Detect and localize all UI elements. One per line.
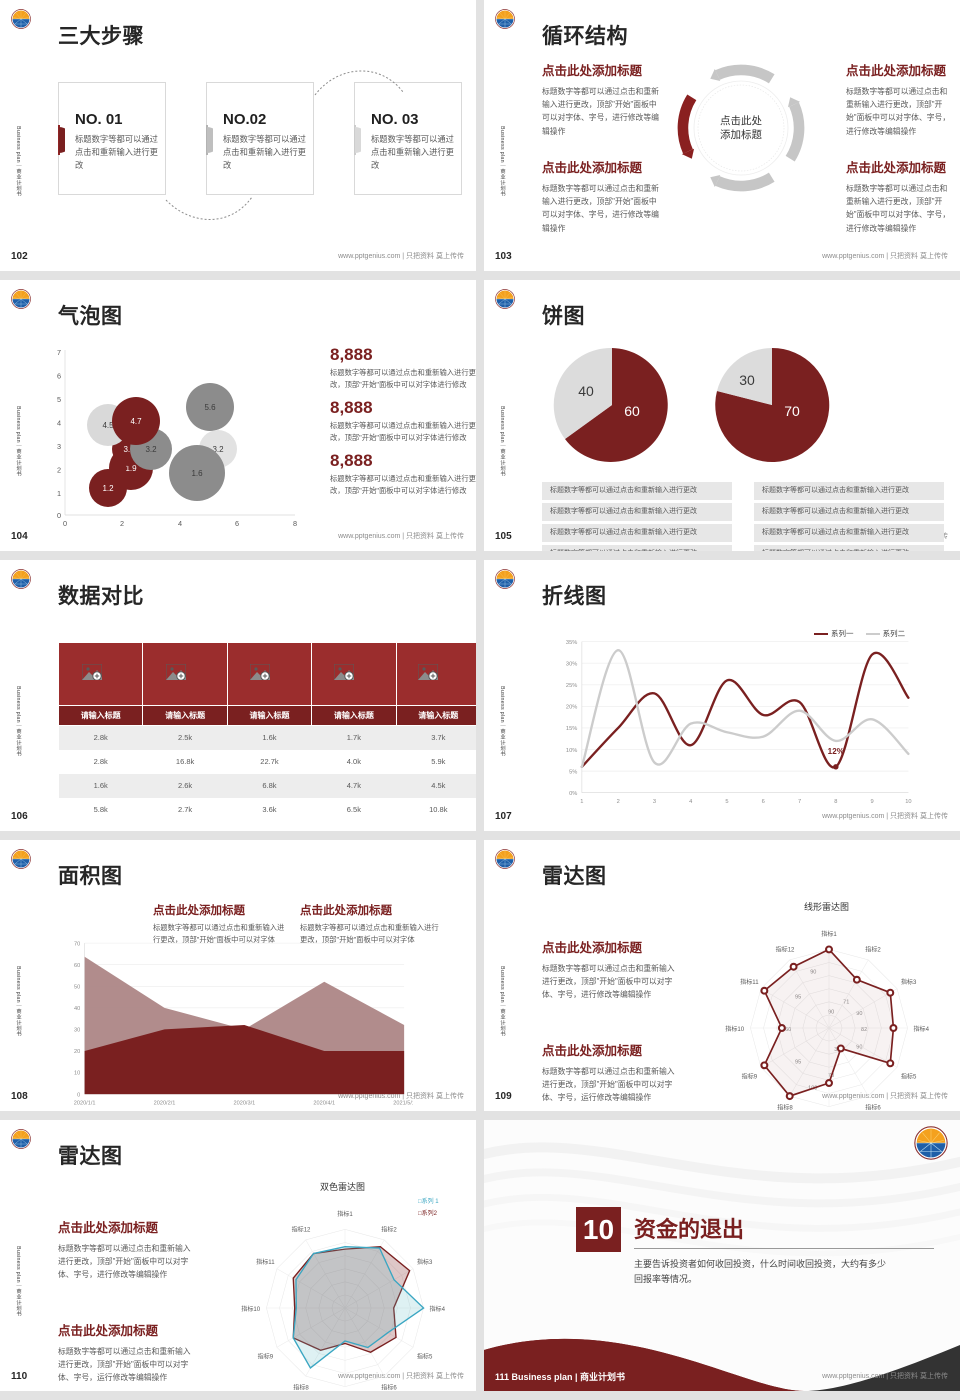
svg-text:1.6: 1.6 [191,469,203,478]
svg-text:4: 4 [689,799,692,805]
svg-text:2021/5/1: 2021/5/1 [393,1101,413,1107]
svg-text:70: 70 [74,941,80,947]
svg-text:指标12: 指标12 [292,1226,311,1234]
svg-text:6: 6 [235,519,239,528]
svg-text:4: 4 [178,519,182,528]
svg-text:指标10: 指标10 [241,1305,260,1313]
svg-text:5%: 5% [569,769,577,775]
svg-text:2: 2 [120,519,124,528]
svg-text:指标8: 指标8 [777,1104,793,1111]
svg-text:30: 30 [74,1028,80,1034]
svg-text:3.2: 3.2 [145,445,157,454]
svg-text:1: 1 [580,799,583,805]
svg-text:2020/1/1: 2020/1/1 [74,1101,96,1107]
svg-text:35%: 35% [566,640,577,646]
svg-text:0: 0 [77,1092,80,1098]
svg-text:50: 50 [74,984,80,990]
svg-text:指标10: 指标10 [725,1025,744,1033]
svg-text:指标6: 指标6 [865,1104,881,1111]
svg-text:4.7: 4.7 [130,417,142,426]
svg-text:指标2: 指标2 [381,1226,397,1234]
svg-text:15%: 15% [566,726,577,732]
svg-text:10: 10 [905,799,911,805]
svg-text:5: 5 [57,395,61,404]
svg-text:25%: 25% [566,683,577,689]
svg-text:10: 10 [74,1071,80,1077]
svg-text:60: 60 [624,403,640,419]
svg-text:6: 6 [57,372,61,381]
svg-text:指标9: 指标9 [258,1352,274,1360]
svg-text:10%: 10% [566,748,577,754]
svg-text:指标3: 指标3 [417,1258,433,1266]
svg-text:指标12: 指标12 [776,946,795,954]
svg-text:5: 5 [725,799,728,805]
svg-text:指标1: 指标1 [337,1210,353,1218]
svg-text:添加标题: 添加标题 [720,128,762,141]
svg-text:9: 9 [871,799,874,805]
svg-text:1: 1 [57,489,61,498]
svg-text:指标2: 指标2 [865,946,881,954]
svg-text:0: 0 [63,519,67,528]
svg-text:5.6: 5.6 [204,403,216,412]
svg-text:指标9: 指标9 [742,1072,758,1080]
svg-text:3: 3 [57,442,61,451]
svg-text:0%: 0% [569,791,577,797]
svg-text:指标1: 指标1 [821,930,837,938]
svg-text:3: 3 [653,799,656,805]
svg-text:指标11: 指标11 [740,978,759,986]
svg-text:20%: 20% [566,705,577,711]
svg-text:2020/4/1: 2020/4/1 [313,1101,335,1107]
svg-text:8: 8 [834,799,837,805]
svg-text:2020/2/1: 2020/2/1 [154,1101,176,1107]
svg-text:1.2: 1.2 [102,484,114,493]
svg-text:60: 60 [74,963,80,969]
svg-text:30: 30 [739,372,755,388]
svg-text:40: 40 [578,383,594,399]
svg-text:指标4: 指标4 [913,1025,929,1033]
svg-text:8: 8 [293,519,297,528]
svg-text:指标5: 指标5 [417,1352,433,1360]
svg-text:70: 70 [784,403,800,419]
svg-text:指标3: 指标3 [901,978,917,986]
svg-text:7: 7 [798,799,801,805]
svg-text:12%: 12% [828,747,845,756]
svg-text:4: 4 [57,419,61,428]
svg-text:点击此处: 点击此处 [720,114,762,127]
svg-text:30%: 30% [566,661,577,667]
svg-text:6: 6 [762,799,765,805]
svg-text:指标5: 指标5 [901,1072,917,1080]
svg-text:指标8: 指标8 [293,1384,309,1391]
svg-text:指标6: 指标6 [381,1384,397,1391]
svg-text:指标4: 指标4 [429,1305,445,1313]
svg-text:2020/3/1: 2020/3/1 [234,1101,256,1107]
svg-text:40: 40 [74,1006,80,1012]
svg-text:2: 2 [617,799,620,805]
svg-text:0: 0 [57,511,61,520]
svg-text:7: 7 [57,350,61,357]
svg-text:20: 20 [74,1049,80,1055]
svg-text:指标11: 指标11 [256,1258,275,1266]
svg-text:2: 2 [57,466,61,475]
